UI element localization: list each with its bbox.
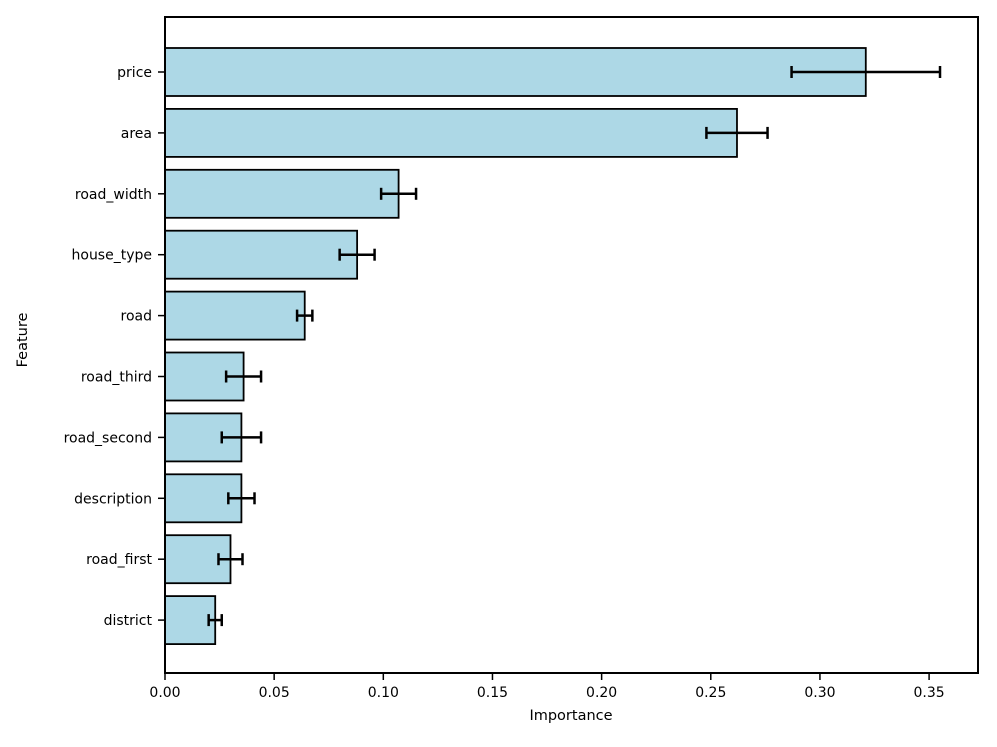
errorbar-road_first <box>217 553 244 566</box>
bar-road_width <box>164 168 400 219</box>
y-tick-label-road: road <box>121 309 152 325</box>
x-axis: 0.00 0.05 0.10 0.15 0.20 0.25 0.30 0.35 <box>149 673 945 701</box>
y-tick-label-district: district <box>104 613 153 629</box>
bar-road <box>164 290 306 341</box>
errorbar-road_second <box>220 431 263 444</box>
x-tick-label-0.15: 0.15 <box>477 685 508 701</box>
y-tick-label-road_third: road_third <box>81 370 152 386</box>
x-tick-label-0.25: 0.25 <box>695 685 726 701</box>
errorbar-description <box>227 492 256 505</box>
x-tick-label-0.35: 0.35 <box>914 685 945 701</box>
y-tick-label-road_second: road_second <box>64 430 152 446</box>
y-tick-label-description: description <box>74 491 152 507</box>
bar-price <box>164 47 867 97</box>
errorbar-house_type <box>338 248 376 261</box>
plot-spines <box>164 16 979 674</box>
errorbar-road_third <box>224 370 263 383</box>
errorbar-district <box>207 614 224 627</box>
y-tick-label-road_width: road_width <box>75 187 152 203</box>
errorbar-area <box>705 126 769 139</box>
y-tick-label-area: area <box>121 126 152 142</box>
y-tick-label-price: price <box>117 65 152 81</box>
bars-layer <box>164 47 867 645</box>
x-tick-label-0.10: 0.10 <box>368 685 399 701</box>
errorbar-road <box>295 309 314 322</box>
x-tick-label-0.30: 0.30 <box>804 685 835 701</box>
y-tick-label-house_type: house_type <box>72 248 153 264</box>
y-tick-label-road_first: road_first <box>86 552 152 568</box>
bar-area <box>164 108 738 158</box>
x-tick-label-0.20: 0.20 <box>586 685 617 701</box>
bar-house_type <box>164 229 359 280</box>
x-tick-label-0.05: 0.05 <box>259 685 290 701</box>
x-tick-label-0.00: 0.00 <box>149 685 180 701</box>
errorbar-price <box>790 66 942 78</box>
y-axis-label: Feature <box>15 313 31 368</box>
errorbars-layer <box>207 66 942 627</box>
x-axis-label: Importance <box>529 708 612 724</box>
errorbar-road_width <box>379 187 418 200</box>
